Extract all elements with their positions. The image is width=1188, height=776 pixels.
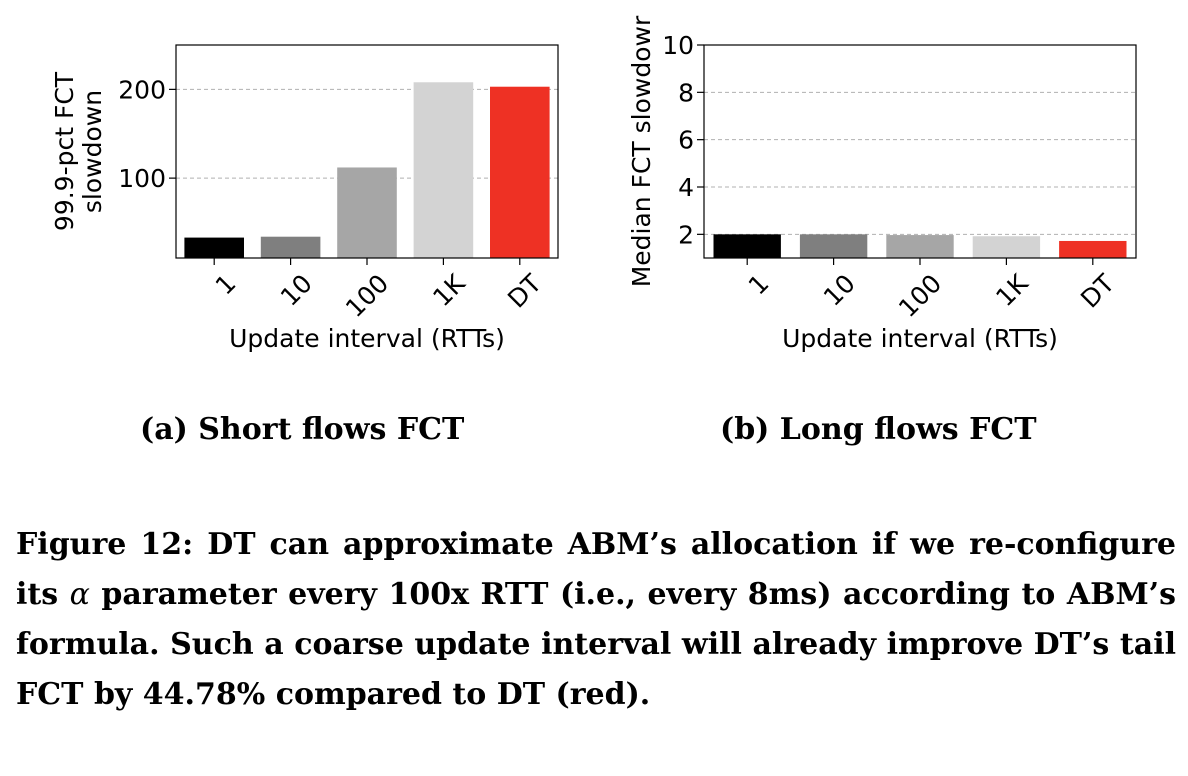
chart-b-ytick-label-3: 8 <box>678 78 694 107</box>
chart-a-xtick-label-1: 1 <box>210 269 242 301</box>
caption-text-1: Figure 12: DT can approximate ABM’s allo… <box>16 527 1176 612</box>
chart-a-xtick-label-100: 100 <box>340 269 394 323</box>
chart-b-xtick-label-10: 10 <box>818 269 861 312</box>
caption-text-2: parameter every 100x RTT (i.e., every 8m… <box>16 577 1176 712</box>
chart-a-xtick-label-dt: DT <box>502 268 547 313</box>
chart-b-ytick-label-4: 10 <box>662 31 694 60</box>
chart-a-bar-10 <box>260 236 321 258</box>
chart-b-bar-100 <box>886 235 954 258</box>
chart-a-ytick-label-1: 200 <box>118 75 166 104</box>
chart-a-ylabel-line-1: slowdown <box>78 90 107 213</box>
figure-caption: Figure 12: DT can approximate ABM’s allo… <box>16 520 1176 720</box>
chart-b-xlabel: Update interval (RTTs) <box>782 324 1058 353</box>
caption-alpha-symbol: α <box>69 577 90 612</box>
chart-b-xtick-label-dt: DT <box>1075 268 1120 313</box>
chart-a-bar-1k <box>413 82 474 259</box>
chart-b-ytick-label-1: 4 <box>678 173 694 202</box>
chart-b-ylabel-line-0: Median FCT slowdowr <box>627 15 656 287</box>
chart-b-xtick-label-1: 1 <box>743 269 775 301</box>
chart-b-bar-10 <box>799 234 868 258</box>
chart-b-ytick-label-0: 2 <box>678 220 694 249</box>
chart-a-bar-1 <box>184 237 244 258</box>
chart-b-ytick-label-2: 6 <box>678 126 694 155</box>
chart-a-xtick-label-1k: 1K <box>427 268 471 312</box>
chart-a-ylabel-line-0: 99.9-pct FCT <box>50 71 79 231</box>
chart-a-bar-dt <box>490 86 550 259</box>
subcaption-b: (b) Long flows FCT <box>720 412 1037 447</box>
chart-b-bar-dt <box>1059 240 1127 258</box>
chart-a-ytick-label-0: 100 <box>118 164 166 193</box>
chart-b-xtick-label-1k: 1K <box>990 268 1034 312</box>
chart-b-axes-frame <box>703 44 1137 259</box>
chart-b-xtick-label-100: 100 <box>893 269 947 323</box>
subcaption-a: (a) Short flows FCT <box>140 412 465 447</box>
chart-a-bar-100 <box>337 167 397 258</box>
chart-a-xtick-label-10: 10 <box>275 269 318 312</box>
chart-b-bar-1k <box>972 236 1041 258</box>
chart-a-xlabel: Update interval (RTTs) <box>229 324 505 353</box>
chart-b-bar-1 <box>713 234 781 258</box>
